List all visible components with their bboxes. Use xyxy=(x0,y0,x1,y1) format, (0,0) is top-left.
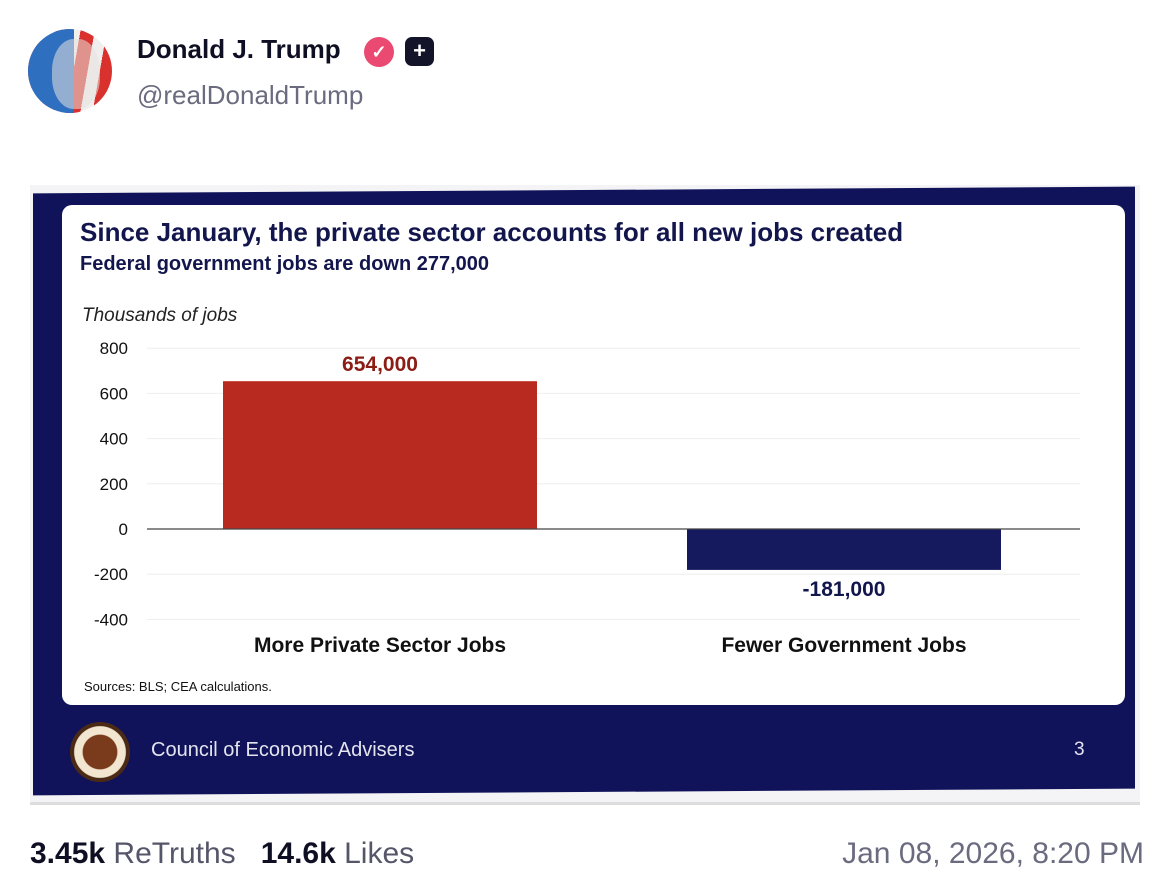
footer-org-name: Council of Economic Advisers xyxy=(151,739,415,761)
y-tick-label: 800 xyxy=(100,339,128,358)
plus-badge-icon: + xyxy=(405,37,434,66)
slide-page-number: 3 xyxy=(1074,739,1085,760)
y-tick-label: 600 xyxy=(100,384,128,403)
author-handle[interactable]: @realDonaldTrump xyxy=(137,80,364,110)
cea-seal-logo xyxy=(70,722,130,782)
bar-1 xyxy=(687,529,1001,570)
author-name[interactable]: Donald J. Trump xyxy=(137,34,341,64)
y-tick-label: 400 xyxy=(100,430,128,449)
retruths-count: 3.45k xyxy=(30,837,106,870)
category-label: More Private Sector Jobs xyxy=(254,634,506,657)
post-stats: 3.45k ReTruths 14.6k Likes xyxy=(30,837,414,871)
sources-note: Sources: BLS; CEA calculations. xyxy=(84,679,272,694)
likes-link[interactable]: 14.6k Likes xyxy=(261,837,414,870)
category-label: Fewer Government Jobs xyxy=(721,634,966,657)
bar-0 xyxy=(223,381,537,529)
chart-title: Since January, the private sector accoun… xyxy=(80,217,904,247)
chart-panel: 800 600 400 200 0 -200 -400 654,000 More Private… xyxy=(62,205,1125,705)
post-timestamp[interactable]: Jan 08, 2026, 8:20 PM xyxy=(842,837,1144,870)
retruths-label: ReTruths xyxy=(113,837,236,870)
verified-badge-icon: ✓ xyxy=(364,37,394,67)
data-label: -181,000 xyxy=(803,578,886,601)
y-tick-label: 200 xyxy=(100,475,128,494)
y-tick-label: 0 xyxy=(119,520,128,539)
retruths-link[interactable]: 3.45k ReTruths xyxy=(30,837,236,870)
avatar[interactable] xyxy=(28,29,112,113)
y-tick-label: -200 xyxy=(94,565,128,584)
likes-label: Likes xyxy=(344,837,415,870)
likes-count: 14.6k xyxy=(260,837,336,870)
data-label: 654,000 xyxy=(342,353,418,376)
bar-chart: 800 600 400 200 0 -200 -400 654,000 More Private… xyxy=(94,339,1080,657)
y-tick-label: -400 xyxy=(94,610,128,629)
chart-subtitle: Federal government jobs are down 277,000 xyxy=(80,253,490,275)
y-axis-label: Thousands of jobs xyxy=(82,305,238,326)
